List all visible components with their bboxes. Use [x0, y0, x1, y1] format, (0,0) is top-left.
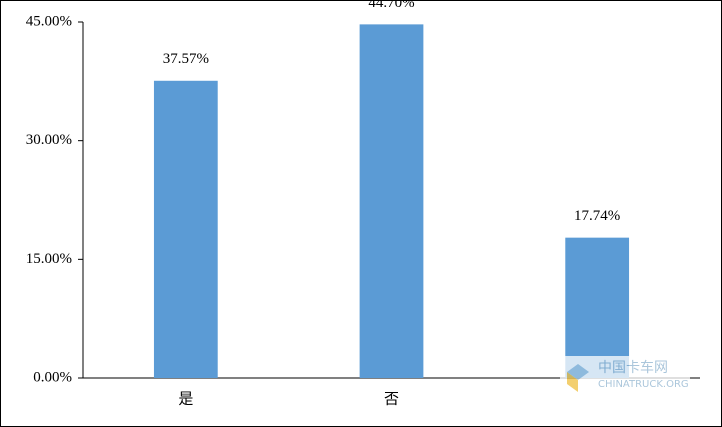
watermark-bg — [560, 356, 690, 406]
watermark: 中国卡车网 CHINATRUCK.ORG — [560, 356, 690, 406]
bar — [359, 24, 424, 379]
y-tick-label: 0.00% — [33, 369, 72, 385]
watermark-logo — [567, 372, 578, 392]
x-tick-label: 否 — [384, 391, 399, 407]
value-label: 37.57% — [163, 51, 209, 67]
watermark-text: 中国卡车网 — [598, 359, 668, 376]
y-tick-label: 45.00% — [26, 13, 72, 29]
value-label: 17.74% — [574, 208, 620, 224]
value-label: 44.70% — [368, 0, 414, 11]
bar — [153, 80, 218, 379]
y-tick-label: 15.00% — [26, 251, 72, 267]
watermark-text: CHINATRUCK.ORG — [598, 379, 689, 390]
x-tick-label: 是 — [178, 391, 193, 407]
y-tick-label: 30.00% — [26, 132, 72, 148]
bar — [565, 237, 630, 378]
